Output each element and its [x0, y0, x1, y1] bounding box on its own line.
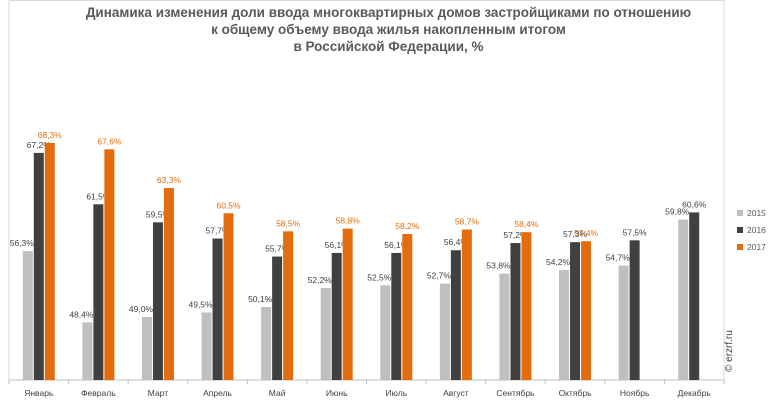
data-label-2015-2: 49,0%: [129, 304, 154, 314]
data-label-2015-8: 53,8%: [486, 261, 511, 271]
data-label-2017-3: 60,5%: [216, 200, 241, 210]
x-tick-label-3: Апрель: [203, 388, 232, 398]
data-label-2017-0: 68,3%: [38, 130, 63, 140]
legend-label: 2017: [747, 241, 766, 252]
data-label-2017-6: 58,2%: [395, 221, 420, 231]
x-tick-label-9: Октябрь: [559, 388, 593, 398]
data-label-2015-1: 48,4%: [69, 309, 94, 319]
bar-2015-6: [380, 285, 391, 380]
bar-2015-10: [618, 265, 629, 380]
plot-frame: [8, 0, 725, 381]
bar-2016-6: [391, 252, 402, 380]
data-label-2015-9: 54,2%: [546, 257, 571, 267]
bar-2016-1: [93, 204, 104, 380]
bar-2017-0: [44, 143, 55, 380]
bar-2017-5: [342, 228, 353, 380]
bar-2017-4: [283, 231, 294, 380]
x-tick-label-6: Июль: [385, 388, 407, 398]
data-label-2015-11: 59,8%: [665, 207, 690, 217]
data-label-2016-0: 67,2%: [27, 140, 52, 150]
bar-2016-11: [689, 212, 700, 380]
watermark: © erzrf.ru: [724, 330, 735, 372]
legend-label: 2016: [747, 224, 766, 235]
data-label-2017-9: 57,4%: [574, 228, 599, 238]
data-label-2015-10: 54,7%: [606, 253, 631, 263]
data-label-2015-7: 52,7%: [427, 271, 452, 281]
chart-legend: 2015 2016 2017: [737, 204, 766, 255]
bar-2015-3: [201, 312, 212, 380]
bar-2015-0: [22, 251, 33, 380]
data-label-2016-9: 57,3%: [563, 229, 588, 239]
data-label-2015-4: 50,1%: [248, 294, 273, 304]
bar-2017-7: [461, 229, 472, 380]
data-label-2017-8: 58,4%: [514, 219, 539, 229]
bar-2017-8: [521, 232, 532, 380]
data-label-2017-7: 58,7%: [455, 217, 480, 227]
bar-2016-4: [272, 256, 283, 380]
bar-2015-9: [559, 270, 570, 380]
bar-2015-2: [141, 316, 152, 380]
data-label-2017-1: 67,6%: [97, 136, 122, 146]
data-label-2017-2: 63,3%: [157, 175, 182, 185]
x-tick-label-2: Март: [148, 388, 168, 398]
x-tick-label-7: Август: [443, 388, 469, 398]
bar-2015-5: [320, 288, 331, 380]
x-tick-label-1: Февраль: [81, 388, 116, 398]
bar-2015-4: [261, 307, 272, 380]
bar-2017-6: [402, 234, 413, 380]
data-label-2016-7: 56,4%: [444, 237, 469, 247]
x-tick-label-0: Январь: [24, 388, 54, 398]
bar-2017-3: [223, 213, 234, 380]
data-label-2015-6: 52,5%: [367, 272, 392, 282]
data-label-2016-3: 57,7%: [205, 226, 230, 236]
data-label-2016-5: 56,1%: [325, 240, 350, 250]
legend-swatch: [737, 209, 743, 216]
data-label-2016-1: 61,5%: [86, 191, 111, 201]
bar-2016-9: [570, 242, 581, 380]
chart-title: Динамика изменения доли ввода многокварт…: [0, 4, 777, 55]
data-label-2016-11: 60,6%: [682, 199, 707, 209]
bar-2016-5: [331, 252, 342, 380]
legend-item-2015: 2015: [737, 204, 766, 221]
bar-2016-7: [450, 250, 461, 380]
data-label-2015-5: 52,2%: [308, 275, 333, 285]
bar-2016-8: [510, 243, 521, 380]
data-label-2016-4: 55,7%: [265, 244, 290, 254]
x-tick-label-4: Май: [269, 388, 286, 398]
data-label-2016-8: 57,2%: [503, 230, 528, 240]
x-tick-label-11: Декабрь: [678, 388, 712, 398]
x-tick-label-5: Июнь: [326, 388, 348, 398]
chart-title-line-1: Динамика изменения доли ввода многокварт…: [85, 5, 692, 20]
data-label-2015-3: 49,5%: [188, 299, 213, 309]
bar-2017-1: [104, 149, 115, 380]
bar-2016-2: [152, 222, 163, 380]
legend-item-2017: 2017: [737, 238, 766, 255]
bar-2015-1: [82, 322, 93, 380]
legend-swatch: [737, 243, 743, 250]
data-label-2016-10: 57,5%: [623, 227, 648, 237]
data-label-2017-4: 58,5%: [276, 218, 301, 228]
x-tick-label-8: Сентябрь: [496, 388, 535, 398]
legend-swatch: [737, 226, 743, 233]
bar-2015-11: [678, 219, 689, 380]
x-tick-label-10: Ноябрь: [620, 388, 650, 398]
data-label-2015-0: 56,3%: [10, 238, 35, 248]
bar-2015-8: [499, 273, 510, 380]
data-label-2017-5: 58,8%: [336, 216, 361, 226]
bar-2017-9: [581, 241, 592, 380]
legend-label: 2015: [747, 207, 766, 218]
bar-2016-10: [629, 240, 640, 380]
bar-2015-7: [439, 283, 450, 380]
legend-item-2016: 2016: [737, 221, 766, 238]
chart-title-line-3: в Российской Федерации, %: [293, 39, 484, 54]
bar-2016-0: [33, 152, 44, 380]
data-label-2016-2: 59,5%: [146, 209, 171, 219]
bar-2016-3: [212, 238, 223, 380]
chart-title-line-2: к общему объему ввода жилья накопленным …: [211, 22, 566, 37]
data-label-2016-6: 56,1%: [384, 240, 409, 250]
bar-2017-2: [163, 188, 174, 380]
